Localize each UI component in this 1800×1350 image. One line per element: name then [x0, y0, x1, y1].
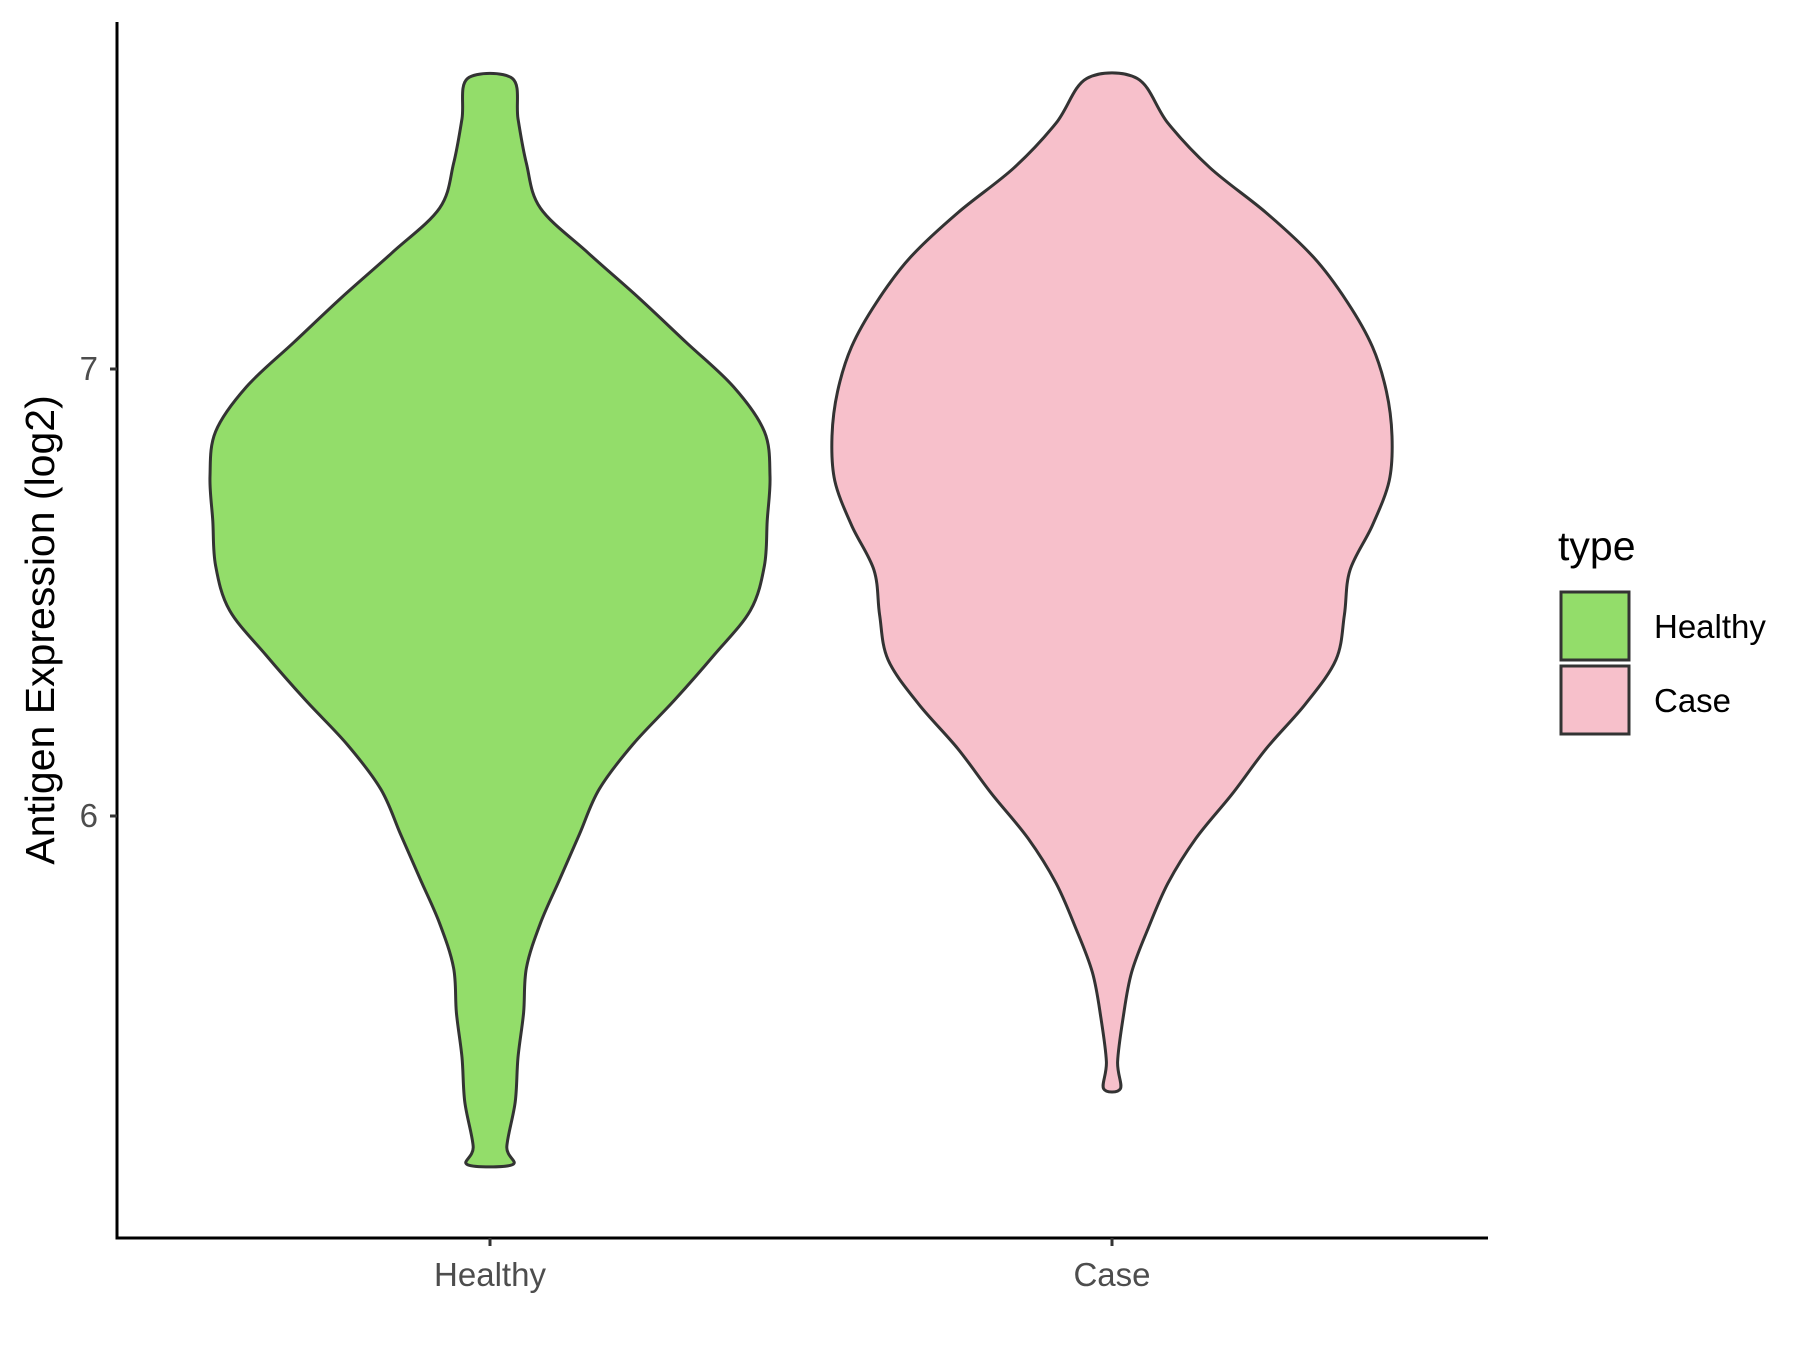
- legend-title: type: [1558, 523, 1636, 569]
- violin-case: [830, 71, 1394, 1094]
- legend-label: Healthy: [1654, 608, 1766, 645]
- y-axis-title: Antigen Expression (log2): [17, 395, 63, 864]
- legend-key-case: [1559, 664, 1631, 736]
- x-tick-label: Case: [1073, 1256, 1150, 1293]
- y-tick-label: 7: [80, 350, 98, 387]
- legend-label: Case: [1654, 682, 1731, 719]
- x-tick-label: Healthy: [434, 1256, 546, 1293]
- y-tick-label: 6: [80, 797, 98, 834]
- violin-healthy: [208, 71, 772, 1169]
- plot-area: [208, 71, 1394, 1169]
- legend: type Healthy Case: [1558, 523, 1766, 736]
- axes: 6 7 Healthy Case: [80, 22, 1488, 1293]
- legend-key-healthy: [1559, 590, 1631, 662]
